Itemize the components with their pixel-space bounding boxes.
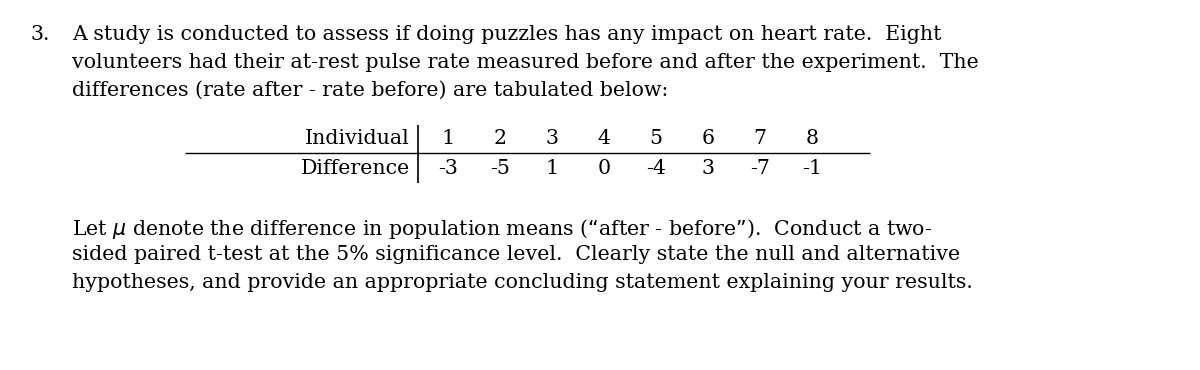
Text: -1: -1 (802, 159, 822, 178)
Text: 2: 2 (493, 129, 506, 148)
Text: A study is conducted to assess if doing puzzles has any impact on heart rate.  E: A study is conducted to assess if doing … (72, 25, 942, 44)
Text: Difference: Difference (301, 159, 410, 178)
Text: -3: -3 (438, 159, 458, 178)
Text: -7: -7 (750, 159, 770, 178)
Text: 1: 1 (442, 129, 455, 148)
Text: differences (rate after - rate before) are tabulated below:: differences (rate after - rate before) a… (72, 81, 668, 100)
Text: 3: 3 (546, 129, 558, 148)
Text: 4: 4 (598, 129, 611, 148)
Text: 1: 1 (546, 159, 558, 178)
Text: Let $\mu$ denote the difference in population means (“after - before”).  Conduct: Let $\mu$ denote the difference in popul… (72, 217, 932, 241)
Text: 3: 3 (702, 159, 714, 178)
Text: 0: 0 (598, 159, 611, 178)
Text: hypotheses, and provide an appropriate concluding statement explaining your resu: hypotheses, and provide an appropriate c… (72, 273, 973, 292)
Text: sided paired t-test at the 5% significance level.  Clearly state the null and al: sided paired t-test at the 5% significan… (72, 245, 960, 264)
Text: -4: -4 (646, 159, 666, 178)
Text: 6: 6 (702, 129, 714, 148)
Text: volunteers had their at-rest pulse rate measured before and after the experiment: volunteers had their at-rest pulse rate … (72, 53, 979, 72)
Text: Individual: Individual (305, 129, 410, 148)
Text: 7: 7 (754, 129, 767, 148)
Text: -5: -5 (490, 159, 510, 178)
Text: 8: 8 (805, 129, 818, 148)
Text: 3.: 3. (30, 25, 49, 44)
Text: 5: 5 (649, 129, 662, 148)
